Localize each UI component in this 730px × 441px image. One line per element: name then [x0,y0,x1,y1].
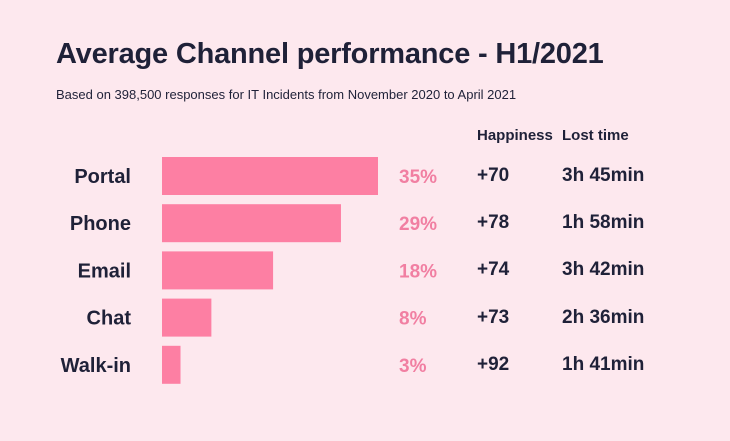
lost-time-value-phone: 1h 58min [562,212,645,234]
bar-email [162,251,274,290]
lost-time-value-email: 3h 42min [562,259,645,281]
category-label-email: Email [78,260,131,282]
category-label-chat: Chat [87,308,132,330]
happiness-value-chat: +73 [477,306,510,328]
value-label-walk-in: 3% [399,356,427,377]
value-label-chat: 8% [399,309,427,330]
lost-time-column-header: Lost time [562,127,629,144]
happiness-value-phone: +78 [477,212,510,234]
category-label-portal: Portal [74,166,131,188]
lost-time-value-chat: 2h 36min [562,306,645,328]
category-label-phone: Phone [70,213,131,235]
value-label-phone: 29% [399,214,437,235]
bar-portal [162,157,378,195]
chart-title: Average Channel performance - H1/2021 [56,38,604,70]
happiness-value-email: +74 [477,259,510,281]
lost-time-value-portal: 3h 45min [562,165,645,186]
value-label-email: 18% [399,261,437,282]
bar-walk-in [162,345,181,384]
happiness-column-header: Happiness [477,127,553,144]
lost-time-value-walk-in: 1h 41min [562,353,645,375]
bar-phone [162,204,341,243]
bar-chat [162,298,212,337]
value-label-portal: 35% [399,167,437,188]
happiness-value-portal: +70 [477,165,510,186]
category-label-walk-in: Walk-in [61,355,131,377]
happiness-value-walk-in: +92 [477,353,510,375]
chart-subtitle: Based on 398,500 responses for IT Incide… [56,87,517,102]
